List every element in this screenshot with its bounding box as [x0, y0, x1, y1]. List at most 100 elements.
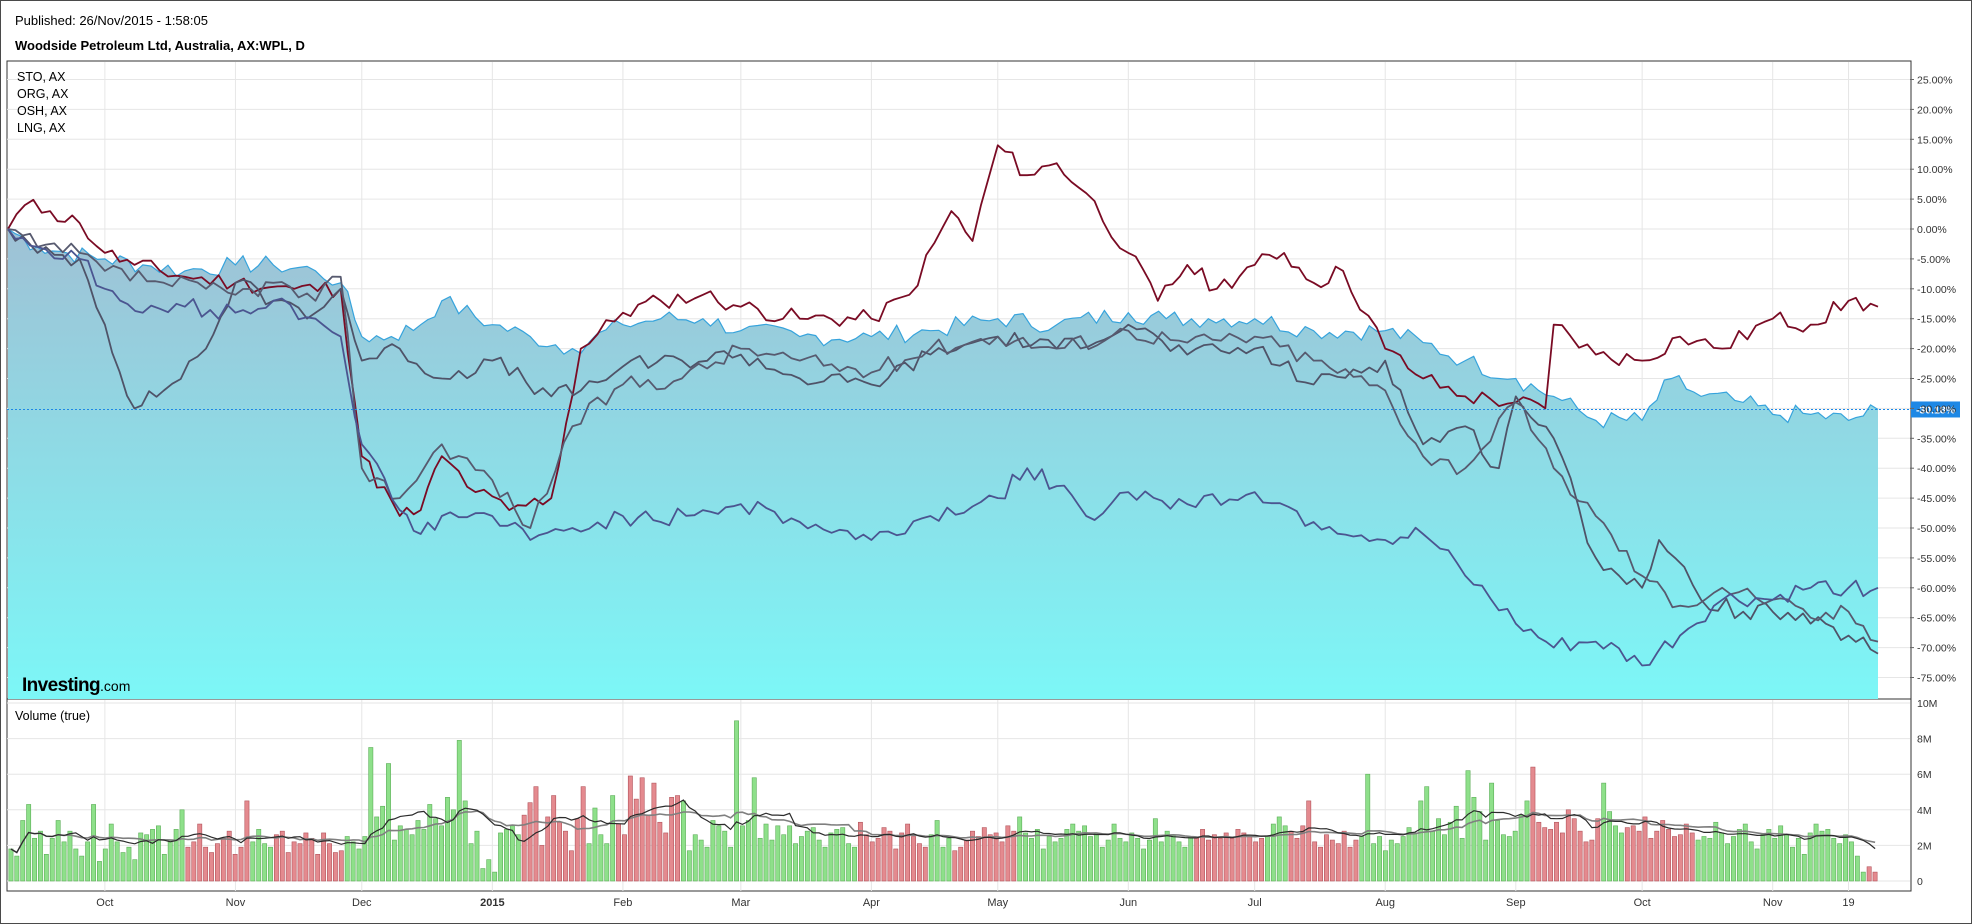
volume-bar [1052, 841, 1058, 882]
volume-bar [214, 843, 220, 882]
volume-bar [1347, 846, 1353, 882]
volume-bar [852, 846, 857, 882]
volume-bar [639, 777, 645, 882]
price-y-tick-label: -45.00% [1917, 493, 1956, 505]
volume-bar [728, 846, 734, 882]
volume-y-tick-label: 2M [1917, 840, 1932, 852]
volume-bar [462, 800, 468, 882]
svg-text:Investing.com: Investing.com [22, 675, 130, 696]
volume-bar [993, 832, 999, 882]
volume-bar [545, 816, 551, 882]
volume-bar [586, 843, 592, 882]
volume-bar [1731, 836, 1736, 882]
volume-bar [1070, 823, 1076, 882]
volume-bar [1235, 829, 1241, 882]
volume-bar [686, 850, 692, 882]
volume-bar [521, 814, 527, 882]
volume-bar [244, 800, 250, 882]
legend-item-osh: OSH, AX [17, 104, 68, 118]
volume-bar [43, 853, 49, 882]
volume-bar [1748, 841, 1754, 882]
volume-bar [1176, 841, 1182, 882]
volume-bar [1530, 766, 1536, 882]
volume-bar [1695, 839, 1701, 882]
volume-bar [179, 809, 185, 882]
volume-bar [285, 852, 291, 882]
volume-bar [857, 821, 863, 882]
volume-bar [492, 871, 498, 882]
volume-moving-average [10, 799, 1876, 854]
volume-bar [1825, 829, 1831, 882]
volume-bar [1843, 834, 1848, 882]
volume-bar [338, 850, 344, 882]
volume-bar [226, 830, 232, 882]
volume-bar [1111, 823, 1117, 882]
volume-bar [970, 830, 975, 882]
volume-bar [1589, 839, 1595, 882]
price-y-tick-label: -70.00% [1917, 643, 1956, 655]
x-tick-label: Aug [1375, 897, 1395, 909]
volume-bar [1618, 832, 1624, 882]
volume-bar [1300, 825, 1306, 882]
volume-bar [627, 775, 633, 882]
volume-bar [1719, 832, 1725, 882]
volume-bar [1465, 770, 1471, 882]
volume-bar [61, 841, 67, 882]
volume-bar [1123, 841, 1129, 882]
volume-bar [1023, 832, 1029, 882]
volume-bar [698, 839, 704, 882]
volume-bar [1046, 836, 1052, 882]
volume-bar [1790, 846, 1795, 882]
volume-bar [1211, 834, 1217, 882]
volume-bar [1253, 841, 1259, 882]
volume-bar [1613, 825, 1618, 882]
volume-bar [150, 829, 155, 882]
volume-bar [1495, 820, 1500, 882]
volume-bar [1860, 871, 1866, 882]
volume-bar [1294, 837, 1300, 882]
volume-bar [1524, 800, 1530, 882]
volume-bar [126, 846, 132, 882]
volume-bar [108, 823, 114, 882]
volume-bar [1872, 871, 1878, 882]
volume-bar [138, 832, 144, 882]
volume-bar [645, 814, 651, 882]
x-tick-label: 2015 [480, 897, 504, 909]
volume-bar [822, 846, 828, 882]
volume-bar [1141, 848, 1146, 882]
x-tick-label: 19 [1842, 897, 1854, 909]
volume-bar [67, 830, 73, 882]
volume-bar [769, 839, 775, 882]
volume-bar [816, 839, 822, 882]
volume-bar [1677, 834, 1683, 882]
logo-main-text: Investing [22, 675, 100, 696]
volume-bar [616, 823, 621, 882]
volume-bar [1288, 830, 1294, 882]
volume-bar [716, 825, 722, 882]
volume-bar [374, 816, 380, 882]
volume-bar [1689, 832, 1695, 882]
volume-bar [1778, 825, 1784, 882]
volume-bar [1442, 834, 1447, 882]
volume-bar [1229, 837, 1235, 882]
volume-bar [946, 837, 952, 882]
volume-bar [185, 846, 191, 882]
volume-bar [840, 827, 846, 882]
volume-bar [669, 797, 675, 882]
volume-bar [433, 818, 439, 882]
volume-bar [1282, 825, 1288, 882]
volume-bar [1105, 839, 1111, 882]
volume-bar [1005, 825, 1011, 882]
volume-y-tick-label: 8M [1917, 734, 1932, 746]
volume-bar [97, 861, 102, 882]
volume-bar [1831, 837, 1837, 882]
volume-bar [987, 834, 993, 882]
volume-bar [1624, 827, 1630, 882]
volume-bar [804, 830, 810, 882]
volume-bar [1099, 846, 1105, 882]
volume-bar [1394, 843, 1400, 882]
volume-bar [26, 804, 32, 882]
volume-bar [291, 841, 297, 882]
volume-bar [380, 805, 386, 882]
